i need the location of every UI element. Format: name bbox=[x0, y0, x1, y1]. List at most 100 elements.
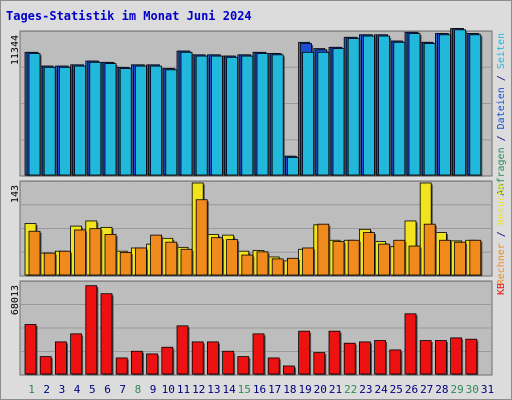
requests-bar bbox=[317, 51, 330, 176]
requests-side-label-part: / bbox=[496, 129, 507, 147]
visits-bar bbox=[378, 243, 391, 276]
requests-bar bbox=[286, 157, 299, 176]
visits-bar bbox=[43, 252, 56, 276]
x-tick-label: 17 bbox=[268, 383, 281, 396]
traffic-bar bbox=[267, 357, 280, 375]
traffic-bar bbox=[55, 341, 67, 375]
requests-bar bbox=[241, 55, 254, 176]
traffic-bar bbox=[313, 352, 326, 375]
requests-bar bbox=[180, 51, 193, 176]
x-tick-label: 8 bbox=[135, 383, 142, 396]
traffic-bar bbox=[146, 353, 159, 375]
traffic-bar bbox=[206, 341, 219, 375]
requests-bar bbox=[226, 56, 239, 176]
traffic-bar bbox=[130, 350, 143, 375]
requests-bar bbox=[43, 66, 56, 176]
x-tick-label: 5 bbox=[89, 383, 96, 396]
x-tick-label: 25 bbox=[390, 383, 403, 396]
requests-bar bbox=[332, 48, 345, 176]
x-tick-label: 1 bbox=[28, 383, 35, 396]
x-tick-label: 20 bbox=[314, 383, 327, 396]
x-tick-label: 27 bbox=[420, 383, 433, 396]
visits-bar bbox=[469, 239, 482, 276]
x-tick-label: 4 bbox=[74, 383, 81, 396]
requests-bar bbox=[104, 63, 117, 176]
traffic-bar bbox=[222, 350, 235, 375]
x-tick-label: 21 bbox=[329, 383, 342, 396]
visits-bar bbox=[134, 247, 147, 276]
traffic-bar bbox=[465, 338, 478, 375]
x-tick-label: 16 bbox=[253, 383, 266, 396]
x-tick-label: 12 bbox=[192, 383, 205, 396]
visits-bar bbox=[256, 251, 269, 276]
traffic-ymax-label: 68013 bbox=[10, 285, 21, 315]
visits-side-label-part: / bbox=[496, 225, 507, 243]
chart-title: Tages-Statistik im Monat Juni 2024 bbox=[6, 9, 252, 23]
visits-bar bbox=[119, 252, 132, 276]
traffic-bar bbox=[191, 341, 204, 375]
traffic-bar bbox=[161, 346, 174, 375]
requests-bar bbox=[134, 65, 147, 176]
visits-bar bbox=[150, 234, 163, 276]
x-tick-label: 15 bbox=[238, 383, 251, 396]
visits-bar bbox=[271, 258, 284, 276]
traffic-bar bbox=[282, 365, 295, 375]
requests-bar bbox=[408, 33, 421, 176]
x-tick-label: 23 bbox=[359, 383, 372, 396]
requests-bar bbox=[150, 65, 163, 176]
visits-bar bbox=[28, 230, 41, 276]
x-tick-label: 2 bbox=[43, 383, 50, 396]
requests-bar bbox=[74, 65, 86, 176]
x-tick-label: 28 bbox=[435, 383, 448, 396]
requests-bar bbox=[195, 55, 208, 176]
x-tick-label: 19 bbox=[298, 383, 311, 396]
requests-bar bbox=[347, 38, 360, 176]
traffic-side-label: KB bbox=[496, 283, 507, 295]
x-tick-label: 9 bbox=[150, 383, 157, 396]
visits-bar bbox=[104, 234, 117, 276]
requests-side-label-part: Anfragen bbox=[496, 147, 507, 195]
traffic-bar bbox=[237, 356, 250, 375]
requests-bar bbox=[378, 35, 391, 176]
traffic-bar bbox=[419, 340, 432, 375]
visits-bar bbox=[393, 239, 406, 276]
visits-bar bbox=[286, 257, 299, 276]
visits-bar bbox=[195, 199, 208, 276]
visits-side-label-part: Rechner bbox=[496, 243, 507, 285]
x-tick-label: 7 bbox=[119, 383, 126, 396]
visits-bar bbox=[210, 237, 223, 276]
traffic-bar bbox=[70, 333, 82, 375]
traffic-bar bbox=[434, 340, 447, 375]
visits-side-label-part: Besuche bbox=[496, 183, 507, 225]
x-tick-label: 3 bbox=[59, 383, 66, 396]
requests-bar bbox=[256, 53, 269, 176]
visits-bar bbox=[438, 239, 451, 276]
requests-ymax-label: 11344 bbox=[10, 35, 21, 65]
visits-bar bbox=[302, 247, 315, 276]
visits-bar bbox=[347, 239, 360, 276]
requests-bar bbox=[271, 54, 284, 176]
requests-bar bbox=[393, 41, 406, 176]
requests-bar bbox=[210, 55, 223, 176]
x-tick-label: 14 bbox=[222, 383, 236, 396]
x-tick-label: 31 bbox=[481, 383, 494, 396]
requests-bar bbox=[119, 68, 132, 176]
traffic-bar bbox=[85, 285, 98, 375]
x-tick-label: 30 bbox=[466, 383, 479, 396]
requests-side-label: Anfragen / Dateien / Seiten bbox=[496, 33, 507, 196]
traffic-side-label-part: KB bbox=[496, 283, 507, 295]
x-tick-label: 18 bbox=[283, 383, 296, 396]
x-tick-label: 13 bbox=[207, 383, 220, 396]
requests-bar bbox=[59, 66, 71, 176]
visits-bar bbox=[362, 232, 375, 276]
visits-bar bbox=[180, 248, 193, 276]
x-tick-label: 29 bbox=[450, 383, 463, 396]
x-tick-label: 22 bbox=[344, 383, 357, 396]
traffic-bar bbox=[115, 357, 128, 375]
traffic-bar bbox=[176, 325, 189, 375]
traffic-bar bbox=[298, 330, 311, 375]
visits-bar bbox=[332, 241, 345, 276]
visits-bar bbox=[408, 245, 421, 276]
requests-side-label-part: / bbox=[496, 69, 507, 87]
